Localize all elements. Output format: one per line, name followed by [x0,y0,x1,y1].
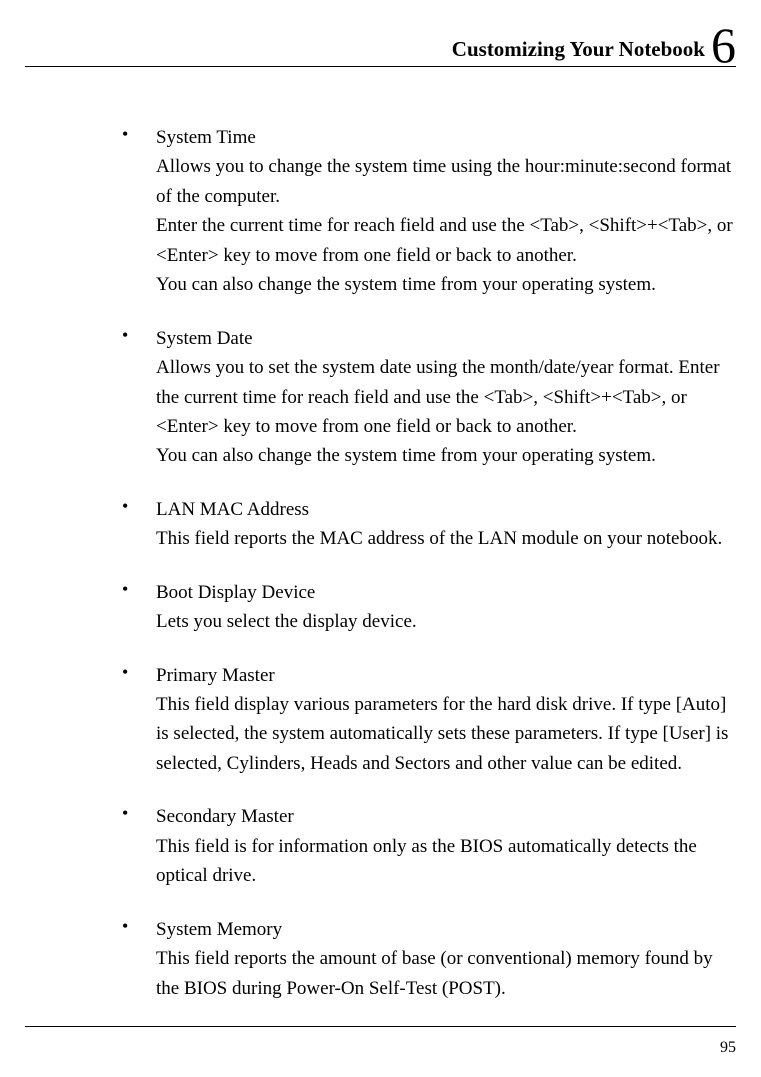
list-item: System Date Allows you to set the system… [120,324,736,471]
list-item: Boot Display Device Lets you select the … [120,578,736,637]
chapter-number: 6 [711,20,736,70]
bullet-list: System Time Allows you to change the sys… [120,123,736,1003]
item-body: Allows you to change the system time usi… [156,152,736,299]
list-item: Primary Master This field display variou… [120,661,736,779]
item-body: This field display various parameters fo… [156,690,736,778]
page: Customizing Your Notebook 6 System Time … [0,0,761,1077]
item-title: System Memory [156,915,736,944]
list-item: Secondary Master This field is for infor… [120,802,736,890]
list-item: System Memory This field reports the amo… [120,915,736,1003]
footer-rule [25,1026,736,1027]
list-item: LAN MAC Address This field reports the M… [120,495,736,554]
item-title: Secondary Master [156,802,736,831]
item-body: Lets you select the display device. [156,607,736,636]
item-title: LAN MAC Address [156,495,736,524]
item-body: This field reports the MAC address of th… [156,524,736,553]
page-number: 95 [720,1039,736,1057]
item-body: This field is for information only as th… [156,832,736,891]
content-area: System Time Allows you to change the sys… [25,123,736,1003]
item-title: Primary Master [156,661,736,690]
item-title: System Time [156,123,736,152]
list-item: System Time Allows you to change the sys… [120,123,736,300]
item-body: This field reports the amount of base (o… [156,944,736,1003]
header-title: Customizing Your Notebook [452,37,705,62]
page-header: Customizing Your Notebook 6 [25,14,736,67]
item-title: Boot Display Device [156,578,736,607]
item-title: System Date [156,324,736,353]
item-body: Allows you to set the system date using … [156,353,736,471]
